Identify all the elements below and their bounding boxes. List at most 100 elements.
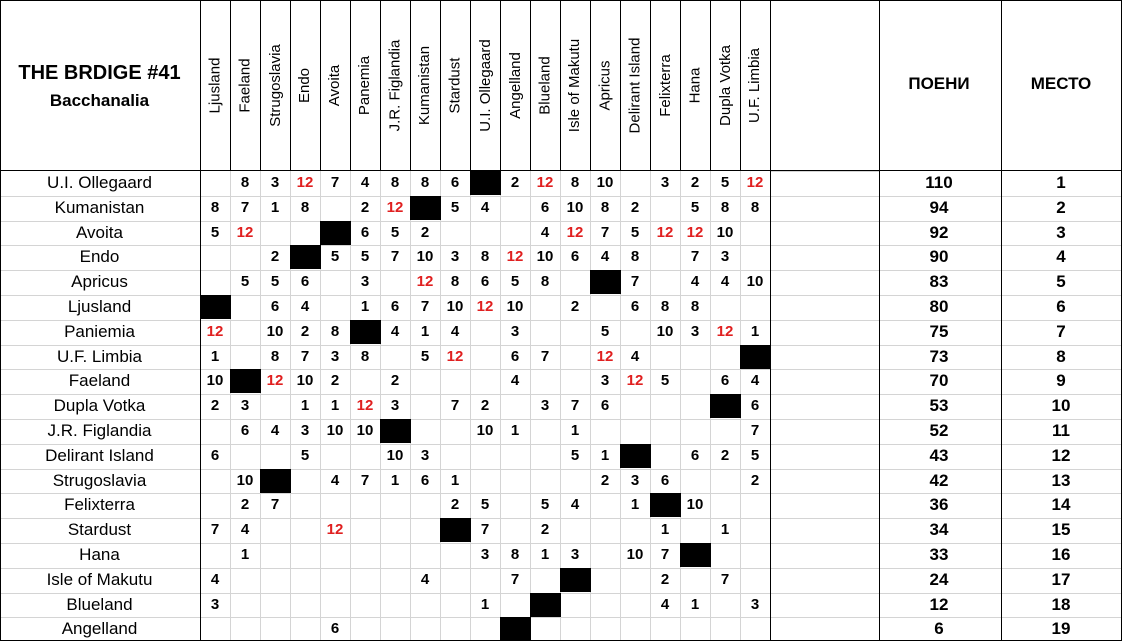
score-cell: 6 xyxy=(360,223,370,241)
score-cell: 6 xyxy=(690,446,700,464)
score-cell: 3 xyxy=(540,397,550,415)
voter-header-label: Delirant Island xyxy=(626,37,644,133)
voter-header-label: J.R. Figlandia xyxy=(386,39,404,131)
score-cell: 4 xyxy=(270,422,280,439)
score-cell: 8 xyxy=(660,298,670,315)
points-total: 42 xyxy=(929,470,949,490)
column-gridline xyxy=(650,171,651,640)
country-name: Stardust xyxy=(67,520,132,540)
score-cell: 2 xyxy=(660,570,670,588)
score-cell: 1 xyxy=(300,397,310,415)
self-vote-block xyxy=(470,171,501,195)
column-gridline xyxy=(290,171,291,640)
score-cell: 1 xyxy=(360,298,370,315)
score-cell: 8 xyxy=(720,198,730,216)
score-cell: 6 xyxy=(300,273,310,291)
score-cell: 6 xyxy=(240,422,250,439)
voter-header: Kumanistan xyxy=(410,0,440,170)
score-cell: 7 xyxy=(660,546,670,563)
name-column-border xyxy=(200,170,201,640)
voter-header: Felixterra xyxy=(650,0,680,170)
voter-header-label: Ljusland xyxy=(206,57,224,113)
points-column-border xyxy=(879,0,880,641)
table-subtitle: Bacchanalia xyxy=(49,91,150,110)
score-cell: 8 xyxy=(540,273,550,291)
column-header-divider xyxy=(320,0,321,170)
score-cell: 10 xyxy=(686,496,704,514)
column-gridline xyxy=(380,171,381,640)
score-cell: 7 xyxy=(690,248,700,266)
score-cell: 10 xyxy=(296,372,314,390)
points-total: 12 xyxy=(929,594,949,614)
score-cell: 12 xyxy=(266,372,284,390)
voter-header-label: Strugoslavia xyxy=(266,43,284,127)
row-gridline xyxy=(770,171,879,172)
score-cell: 10 xyxy=(206,372,224,390)
score-cell: 3 xyxy=(210,595,220,613)
score-cell: 4 xyxy=(510,372,520,390)
score-cell: 1 xyxy=(690,595,700,613)
score-cell: 4 xyxy=(390,322,400,340)
voter-header-label: Stardust xyxy=(446,57,464,113)
score-cell: 12 xyxy=(236,223,254,241)
place-rank: 8 xyxy=(1056,346,1066,366)
score-cell: 1 xyxy=(570,422,580,439)
voter-header: Stardust xyxy=(440,0,470,170)
points-total: 34 xyxy=(929,520,949,540)
score-cell: 3 xyxy=(450,248,460,266)
voter-header: Endo xyxy=(290,0,320,170)
score-cell: 6 xyxy=(330,620,340,638)
score-cell: 8 xyxy=(390,174,400,191)
score-cell: 5 xyxy=(480,496,490,514)
voter-header: Delirant Island xyxy=(620,0,650,170)
voter-header-label: Kumanistan xyxy=(416,45,434,125)
score-cell: 5 xyxy=(630,223,640,241)
score-cell: 10 xyxy=(356,422,374,439)
score-cell: 2 xyxy=(720,446,730,464)
score-cell: 4 xyxy=(630,347,640,365)
score-cell: 2 xyxy=(570,298,580,315)
country-name: Kumanistan xyxy=(54,197,145,217)
score-cell: 3 xyxy=(720,248,730,266)
country-name: Endo xyxy=(79,247,120,267)
score-cell: 8 xyxy=(300,198,310,216)
score-cell: 8 xyxy=(240,174,250,191)
score-cell: 12 xyxy=(326,521,344,539)
column-gridline xyxy=(620,171,621,640)
points-header: ПОЕНИ xyxy=(908,74,970,93)
self-vote-block xyxy=(560,567,591,592)
score-cell: 3 xyxy=(270,174,280,191)
points-total: 73 xyxy=(929,346,949,366)
score-cell: 7 xyxy=(210,521,220,539)
voter-header-label: Avoita xyxy=(326,64,344,106)
score-cell: 1 xyxy=(390,471,400,489)
place-rank: 17 xyxy=(1051,569,1071,589)
place-rank: 18 xyxy=(1051,594,1071,614)
score-cell: 2 xyxy=(540,521,550,539)
self-vote-block xyxy=(680,543,711,567)
score-cell: 1 xyxy=(420,322,430,340)
header-separator xyxy=(0,170,1122,171)
voter-header-label: Panemia xyxy=(356,55,374,115)
score-cell: 1 xyxy=(600,446,610,464)
score-cell: 4 xyxy=(420,570,430,588)
column-header-divider xyxy=(200,0,201,170)
score-cell: 6 xyxy=(630,298,640,315)
score-cell: 6 xyxy=(570,248,580,266)
score-cell: 4 xyxy=(330,471,340,489)
column-header-divider xyxy=(260,0,261,170)
voter-header-label: Endo xyxy=(296,67,314,103)
score-cell: 8 xyxy=(480,248,490,266)
column-header-divider xyxy=(440,0,441,170)
place-rank: 15 xyxy=(1051,520,1071,540)
country-name: J.R. Figlandia xyxy=(47,421,152,440)
self-vote-block xyxy=(650,493,681,518)
column-gridline xyxy=(260,171,261,640)
voter-header: Ljusland xyxy=(200,0,230,170)
place-header: МЕСТО xyxy=(1030,74,1092,93)
voter-header-label: Apricus xyxy=(596,59,614,111)
score-cell: 7 xyxy=(420,298,430,315)
score-cell: 7 xyxy=(540,347,550,365)
points-total: 80 xyxy=(929,297,949,316)
